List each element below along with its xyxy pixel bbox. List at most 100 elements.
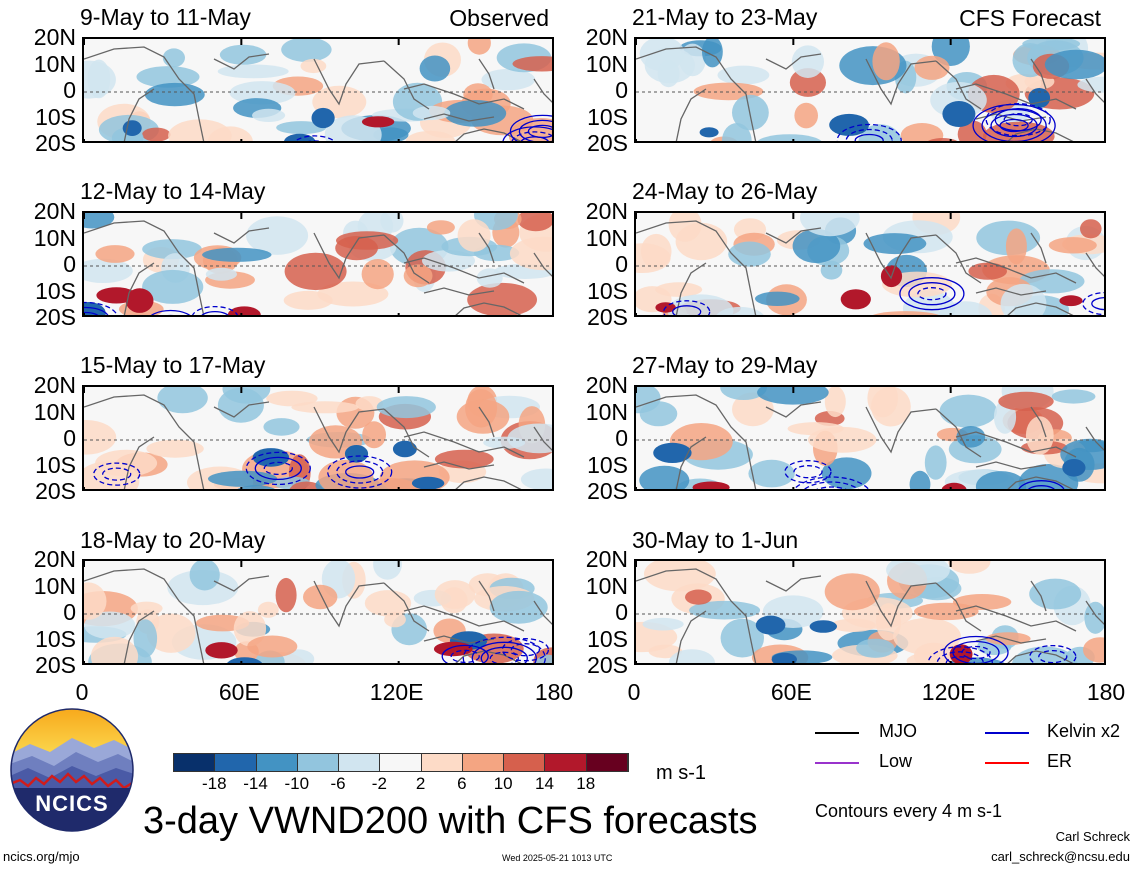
colorbar-swatch [256, 754, 298, 771]
legend-line-low [815, 762, 859, 764]
colorbar-swatch [297, 754, 340, 771]
lat-tick-label: 10S [587, 277, 628, 304]
lon-tick-label: 120E [369, 679, 424, 705]
lat-tick-label: 20S [35, 130, 76, 156]
lat-tick-label: 20S [35, 304, 76, 330]
lat-tick-label: 0 [615, 599, 628, 625]
lat-tick-label: 20N [33, 546, 76, 572]
lat-tick-label: 20N [585, 546, 628, 572]
lat-tick-label: 10N [33, 572, 76, 599]
lat-tick-label: 0 [63, 77, 76, 103]
colorbar-tick-label: -10 [284, 774, 310, 793]
panel-date-range: 12-May to 14-May [80, 178, 266, 204]
lat-tick-label: 20S [35, 478, 76, 504]
colorbar-tick-label: -18 [201, 774, 227, 793]
colorbar-tick-label: 6 [457, 774, 467, 793]
footer-url[interactable]: ncics.org/mjo [3, 849, 80, 864]
contour-note: Contours every 4 m s-1 [815, 801, 1003, 821]
lat-tick-label: 10S [35, 451, 76, 478]
lat-tick-label: 10N [585, 572, 628, 599]
colorbar-labels: -18 -14 -10 -6 -2 2 6 10 14 18 [173, 774, 627, 796]
colorbar-swatch [504, 754, 546, 771]
map-panel [82, 37, 554, 143]
lat-tick-label: 0 [63, 599, 76, 625]
colorbar-tick-label: -2 [371, 774, 387, 793]
lon-tick-label: 0 [627, 679, 641, 705]
lat-tick-label: 0 [63, 425, 76, 451]
lon-tick-label: 60E [218, 679, 260, 705]
lon-tick-label: 0 [75, 679, 89, 705]
lat-tick-label: 0 [615, 251, 628, 277]
map-panel [634, 37, 1106, 143]
author-name: Carl Schreck [1055, 829, 1130, 844]
legend-label-low: Low [879, 751, 913, 771]
lat-tick-label: 10S [35, 277, 76, 304]
lat-tick-label: 10N [33, 50, 76, 77]
lat-tick-label: 20N [585, 372, 628, 398]
panel-date-range: 24-May to 26-May [632, 178, 818, 204]
panel-date-range: 18-May to 20-May [80, 527, 266, 553]
legend-line-kelvin [985, 732, 1029, 734]
lat-tick-label: 0 [615, 425, 628, 451]
colorbar-units: m s-1 [656, 762, 706, 784]
legend-line-er [985, 762, 1029, 764]
logo-text: NCICS [35, 791, 109, 816]
colorbar-swatch [215, 754, 257, 771]
panel-date-range: 15-May to 17-May [80, 352, 266, 378]
panel-date-range: 30-May to 1-Jun [632, 527, 799, 553]
lat-tick-label: 20S [587, 478, 628, 504]
legend-label-mjo: MJO [879, 721, 917, 741]
legend-line-mjo [815, 732, 859, 734]
lat-tick-label: 0 [63, 251, 76, 277]
lat-tick-label: 10N [585, 398, 628, 425]
map-panel [82, 211, 554, 317]
lon-tick-label: 180 [534, 679, 574, 705]
lat-tick-label: 20N [33, 198, 76, 224]
legend-label-kelvin: Kelvin x2 [1047, 721, 1121, 741]
map-panel [82, 559, 554, 665]
map-panel [634, 211, 1106, 317]
lat-tick-label: 10N [585, 224, 628, 251]
colorbar-swatch [339, 754, 381, 771]
lat-tick-label: 20S [35, 652, 76, 678]
lat-tick-label: 10N [585, 50, 628, 77]
legend-label-er: ER [1047, 751, 1073, 771]
lon-tick-label: 120E [921, 679, 976, 705]
colorbar [173, 753, 629, 772]
lat-tick-label: 10S [587, 451, 628, 478]
main-title: 3-day VWND200 with CFS forecasts [143, 800, 758, 842]
lat-tick-label: 10S [587, 625, 628, 652]
colorbar-tick-label: 18 [576, 774, 596, 793]
lat-tick-label: 10S [587, 103, 628, 130]
lat-tick-label: 20N [585, 198, 628, 224]
panel-source-label: CFS Forecast [959, 5, 1101, 31]
colorbar-tick-label: -6 [330, 774, 346, 793]
lat-tick-label: 10N [33, 398, 76, 425]
map-panel [634, 559, 1106, 665]
lat-tick-label: 20S [587, 304, 628, 330]
lat-tick-label: 20N [585, 24, 628, 50]
legend: MJO Kelvin x2 Low ER [815, 718, 1125, 788]
colorbar-tick-label: 14 [534, 774, 554, 793]
footer-timestamp: Wed 2025-05-21 1013 UTC [502, 853, 613, 863]
lat-tick-label: 20S [587, 652, 628, 678]
author-email[interactable]: carl_schreck@ncsu.edu [991, 849, 1130, 864]
lat-tick-label: 10N [33, 224, 76, 251]
lon-tick-label: 60E [770, 679, 812, 705]
colorbar-swatch [380, 754, 422, 771]
lat-tick-label: 10S [35, 625, 76, 652]
ncics-logo: NCICS [10, 708, 134, 832]
map-panel [82, 385, 554, 491]
map-panel [634, 385, 1106, 491]
colorbar-tick-label: 2 [415, 774, 426, 793]
colorbar-tick-label: 10 [493, 774, 513, 793]
colorbar-swatch [545, 754, 587, 771]
panel-source-label: Observed [449, 5, 549, 31]
panel-date-range: 9-May to 11-May [80, 4, 251, 30]
lat-tick-label: 20N [33, 372, 76, 398]
colorbar-tick-label: -14 [243, 774, 268, 793]
lat-tick-label: 20N [33, 24, 76, 50]
colorbar-swatch [421, 754, 463, 771]
lat-tick-label: 0 [615, 77, 628, 103]
panel-date-range: 21-May to 23-May [632, 4, 818, 30]
